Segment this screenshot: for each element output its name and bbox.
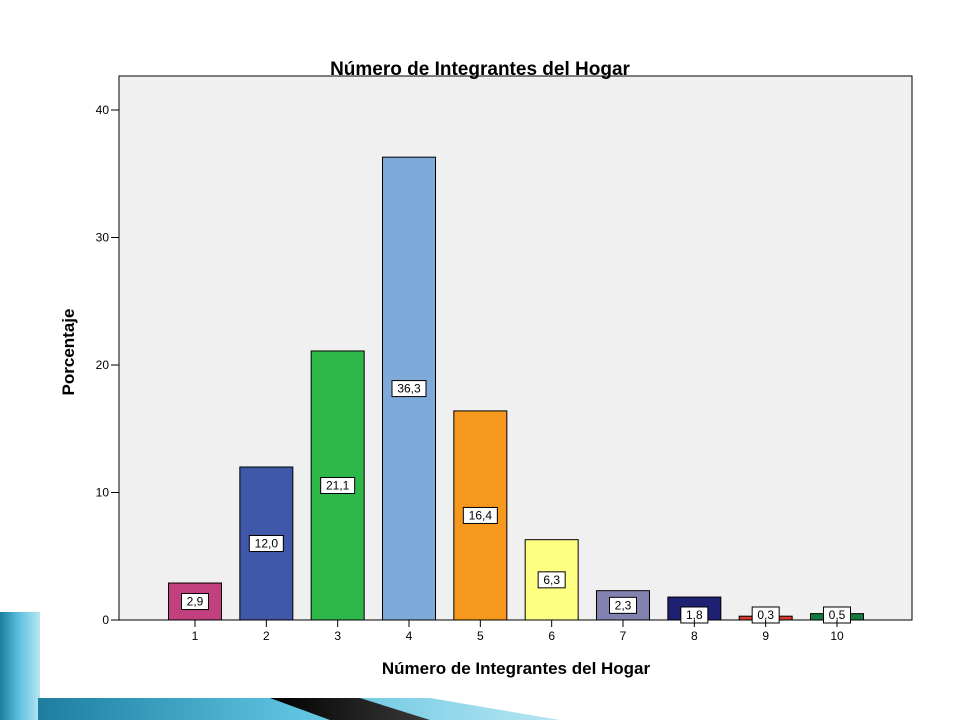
data-label-box <box>609 596 637 614</box>
y-tick-label: 40 <box>96 103 110 117</box>
x-tick-label: 2 <box>263 629 270 643</box>
data-label: 16,4 <box>469 508 493 522</box>
x-axis-label: Número de Integrantes del Hogar <box>382 659 651 678</box>
data-label: 0,3 <box>757 608 774 622</box>
slide-teal-wedge <box>0 612 40 720</box>
x-tick-label: 7 <box>620 629 627 643</box>
y-axis-label: Porcentaje <box>59 309 78 396</box>
data-label-box <box>391 380 427 398</box>
data-label-box <box>537 571 566 589</box>
data-label: 36,3 <box>397 382 421 396</box>
data-label: 2,3 <box>615 598 632 612</box>
x-tick-label: 8 <box>691 629 698 643</box>
x-axis: 1 2 3 4 5 6 7 8 9 10 <box>192 620 844 643</box>
data-label-box <box>462 506 498 524</box>
data-label: 1,8 <box>686 608 703 622</box>
x-tick-label: 9 <box>762 629 769 643</box>
x-tick-label: 3 <box>334 629 341 643</box>
data-label: 12,0 <box>255 537 279 551</box>
slide-teal-band <box>38 698 560 720</box>
x-tick-label: 10 <box>830 629 844 643</box>
x-tick-label: 1 <box>192 629 199 643</box>
y-tick-label: 20 <box>96 358 110 372</box>
data-label: 6,3 <box>543 573 560 587</box>
data-label-box <box>181 593 209 611</box>
y-tick-label: 30 <box>96 231 110 245</box>
data-label: 2,9 <box>187 595 204 609</box>
bars-group: 2,9 12,0 21,1 36,3 16,4 6,3 2,3 1,8 0,3 0,5 <box>168 156 864 624</box>
slide-dark-wedge <box>270 698 430 720</box>
x-tick-label: 5 <box>477 629 484 643</box>
data-label: 21,1 <box>326 478 350 492</box>
plot-area <box>118 75 913 621</box>
x-tick-label: 4 <box>406 629 413 643</box>
data-label-box <box>248 535 284 552</box>
data-label: 0,5 <box>829 608 846 622</box>
data-label-box <box>320 476 356 494</box>
y-tick-label: 0 <box>102 613 109 627</box>
x-tick-label: 6 <box>548 629 555 643</box>
chart-title: Número de Integrantes del Hogar <box>330 59 630 80</box>
y-axis: 0 10 20 30 40 <box>96 103 119 627</box>
y-tick-label: 10 <box>96 486 110 500</box>
